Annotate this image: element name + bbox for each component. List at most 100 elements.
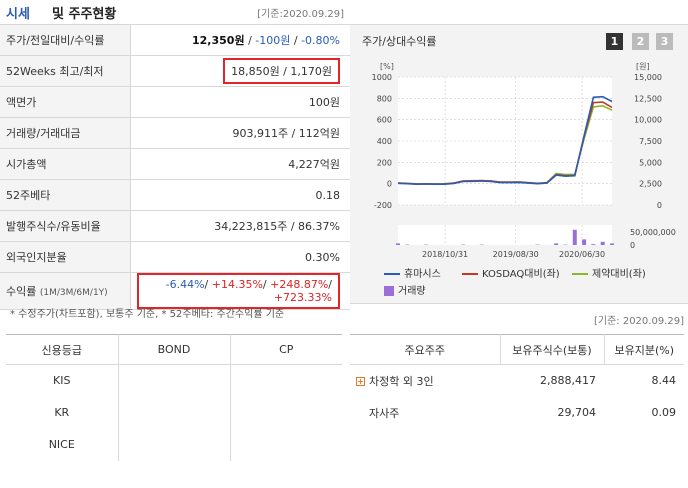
highlight-52week-range: 18,850원 / 1,170원: [223, 58, 340, 84]
y-left-tick-label: 600: [377, 116, 392, 125]
col-header: BOND: [118, 334, 231, 365]
series-line: [397, 95, 613, 186]
volume-bar: [591, 244, 596, 245]
y-right-tick-label: 0: [657, 201, 662, 210]
return-3m: +14.35%: [211, 278, 263, 291]
rating-agency: NICE: [6, 428, 119, 461]
stat-value: 0.18: [130, 179, 350, 211]
stock-stats-table: 주가/전일대비/수익률 12,350원 / -100원 / -0.80% 52W…: [0, 24, 350, 310]
section-title-holders: 및 주주현황: [52, 7, 117, 22]
stat-key: 거래량/거래대금: [0, 117, 131, 149]
y-right-unit: [원]: [636, 62, 650, 71]
stat-row-price: 주가/전일대비/수익률 12,350원 / -100원 / -0.80%: [0, 24, 350, 56]
y-left-tick-label: 1000: [372, 73, 392, 82]
stat-key: 52Weeks 최고/최저: [0, 55, 131, 87]
col-header: 보유지분(%): [604, 334, 684, 365]
table-row: + 차정학 외 3인 2,888,417 8.44: [350, 365, 684, 397]
stat-row-volume: 거래량/거래대금 903,911주 / 112억원: [0, 117, 350, 149]
y-right-tick-label: 5,000: [639, 158, 662, 167]
y-left-unit: [%]: [380, 62, 394, 71]
base-date-holders: [기준: 2020.09.29]: [593, 316, 684, 327]
volume-bar: [582, 239, 587, 245]
stat-key: 수익률 (1M/3M/6M/1Y): [0, 272, 131, 310]
volume-bar: [572, 229, 577, 245]
volume-plot-area: [398, 225, 612, 245]
chart-page-1-button[interactable]: 1: [606, 33, 623, 50]
volume-bar: [610, 243, 614, 245]
col-header: 신용등급: [6, 334, 119, 365]
credit-rating-table: 신용등급 BOND CP KIS KR NICE: [6, 334, 342, 461]
holder-pct: 0.09: [651, 406, 677, 419]
x-tick-label: 2019/08/30: [493, 250, 539, 259]
y-left-tick-label: 200: [377, 158, 392, 167]
stat-value: 100원: [130, 86, 350, 118]
footnote: * 수정주가(차트포함), 보통주 기준, * 52주베타: 주간수익률 기준: [10, 309, 285, 320]
stat-value: 4,227억원: [130, 148, 350, 180]
table-row: NICE: [6, 428, 342, 461]
separator: /: [290, 34, 302, 47]
stat-key: 외국인지분율: [0, 241, 131, 273]
holder-shares: 29,704: [557, 406, 597, 419]
col-header: 주요주주: [350, 334, 501, 365]
stat-key: 52주베타: [0, 179, 131, 211]
y-right-tick-label: 12,500: [634, 94, 662, 103]
stat-row-shares: 발행주식수/유동비율 34,223,815주 / 86.37%: [0, 210, 350, 242]
expand-plus-icon[interactable]: +: [356, 377, 365, 387]
x-tick-label: 2020/06/30: [559, 250, 605, 259]
stat-value: 12,350원 / -100원 / -0.80%: [130, 24, 350, 56]
holder-name: 자사주: [369, 406, 400, 420]
y-right-tick-label: 7,500: [639, 137, 662, 146]
return-6m: +248.87%: [270, 278, 329, 291]
separator: /: [244, 34, 256, 47]
legend-item-volume: 거래량: [384, 282, 426, 297]
price-change-rate: -0.80%: [301, 34, 340, 47]
stat-value: 34,223,815주 / 86.37%: [130, 210, 350, 242]
volume-tick-label: 50,000,000: [630, 228, 676, 237]
price-chart: [%] [원] 1000 800 600 400 200 0 -200 15,000 12,500 1…: [372, 62, 676, 259]
price-change: -100원: [255, 34, 291, 47]
stat-value: 903,911주 / 112억원: [130, 117, 350, 149]
chart-title: 주가/상대수익률: [362, 35, 437, 48]
stat-row-returns: 수익률 (1M/3M/6M/1Y) -6.44%/ +14.35%/ +248.…: [0, 272, 350, 310]
legend-item-pharma: 제약대비(좌): [572, 265, 646, 280]
chart-panel: 주가/상대수익률 1 2 3 [%] [원] 1000 800 600 400 200 0 -2…: [350, 24, 688, 304]
volume-tick-label: 0: [630, 241, 635, 250]
table-row: KIS: [6, 364, 342, 397]
col-header: 보유주식수(보통): [500, 334, 605, 365]
rating-agency: KIS: [6, 364, 119, 397]
major-holders-table: 주요주주 보유주식수(보통) 보유지분(%) + 차정학 외 3인 2,888,4…: [350, 334, 684, 429]
section-header: 시세 및 주주현황 [기준:2020.09.29]: [0, 0, 344, 22]
stat-row-52weeks: 52Weeks 최고/최저 18,850원 / 1,170원: [0, 55, 350, 87]
chart-page-2-button[interactable]: 2: [632, 33, 649, 50]
stat-row-beta: 52주베타 0.18: [0, 179, 350, 211]
x-tick-label: 2018/10/31: [422, 250, 468, 259]
base-date: [기준:2020.09.29]: [257, 9, 344, 20]
holder-name-cell[interactable]: + 차정학 외 3인: [350, 365, 500, 397]
holder-pct: 8.44: [651, 374, 677, 388]
y-right-tick-label: 15,000: [634, 73, 662, 82]
y-left-tick-label: 400: [377, 137, 392, 146]
table-row: KR: [6, 396, 342, 429]
volume-bar: [600, 241, 605, 245]
legend-item-humasis: 휴마시스: [384, 265, 441, 280]
rating-agency: KR: [6, 396, 119, 429]
y-left-tick-label: 800: [377, 94, 392, 103]
current-price: 12,350원: [192, 34, 245, 47]
stat-key: 시가총액: [0, 148, 131, 180]
y-left-tick-label: -200: [374, 201, 392, 210]
volume-bar: [554, 243, 559, 245]
stat-key: 발행주식수/유동비율: [0, 210, 131, 242]
y-left-tick-label: 0: [387, 180, 392, 189]
stat-key-sub: (1M/3M/6M/1Y): [39, 288, 108, 298]
chart-page-3-button[interactable]: 3: [656, 33, 673, 50]
col-header: CP: [230, 334, 342, 365]
stat-key: 액면가: [0, 86, 131, 118]
stat-row-market-cap: 시가총액 4,227억원: [0, 148, 350, 180]
legend-item-kosdaq: KOSDAQ대비(좌): [462, 265, 560, 280]
return-1y: +723.33%: [273, 291, 332, 304]
table-row: 자사주 29,704 0.09: [350, 397, 684, 429]
holder-shares: 2,888,417: [540, 374, 596, 388]
stat-key: 주가/전일대비/수익률: [0, 24, 131, 56]
volume-bar: [396, 243, 400, 245]
highlight-returns: -6.44%/ +14.35%/ +248.87%/ +723.33%: [136, 273, 340, 309]
